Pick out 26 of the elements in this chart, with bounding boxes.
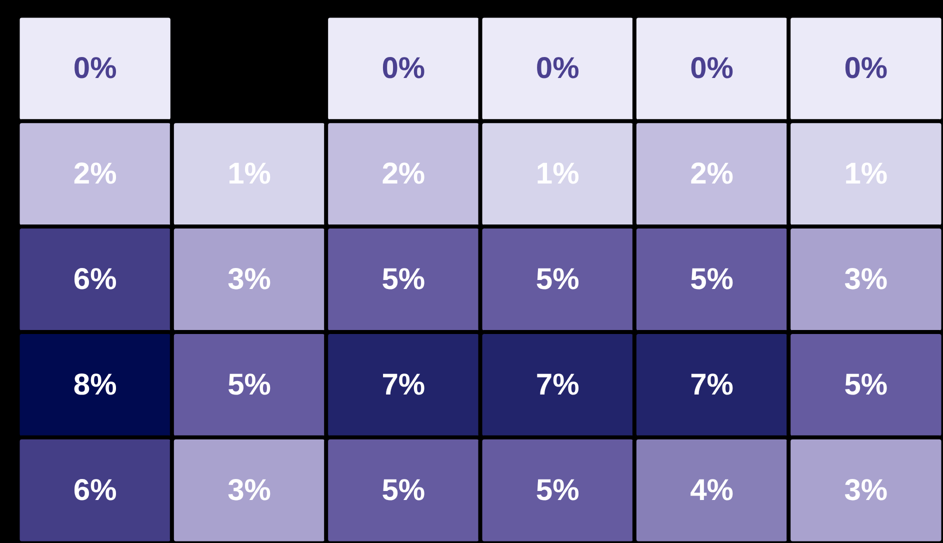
data-label: 3%	[844, 474, 888, 507]
data-label: 5%	[536, 474, 580, 507]
data-label: 7%	[690, 368, 734, 402]
data-label: 0%	[536, 52, 580, 86]
data-label: 5%	[536, 263, 580, 296]
data-label: 7%	[382, 368, 426, 402]
data-label: 5%	[844, 368, 888, 402]
data-label: 0%	[844, 52, 888, 86]
data-label: 4%	[690, 474, 734, 507]
data-label: 2%	[382, 158, 426, 191]
data-label: 3%	[844, 263, 888, 296]
data-label: 6%	[73, 474, 117, 507]
data-label: 2%	[690, 158, 734, 191]
data-label: 3%	[228, 263, 271, 296]
data-label: 5%	[690, 263, 734, 296]
data-label: 7%	[536, 368, 580, 402]
data-label: 8%	[73, 368, 117, 402]
data-label: 3%	[228, 474, 271, 507]
data-label: 5%	[228, 368, 271, 402]
data-label: 5%	[382, 474, 426, 507]
data-label: 2%	[73, 158, 117, 191]
data-label: 5%	[382, 263, 426, 296]
data-label: 0%	[690, 52, 734, 86]
data-label: 6%	[73, 263, 117, 296]
data-label: 0%	[73, 52, 117, 86]
data-label: 0%	[382, 52, 426, 86]
